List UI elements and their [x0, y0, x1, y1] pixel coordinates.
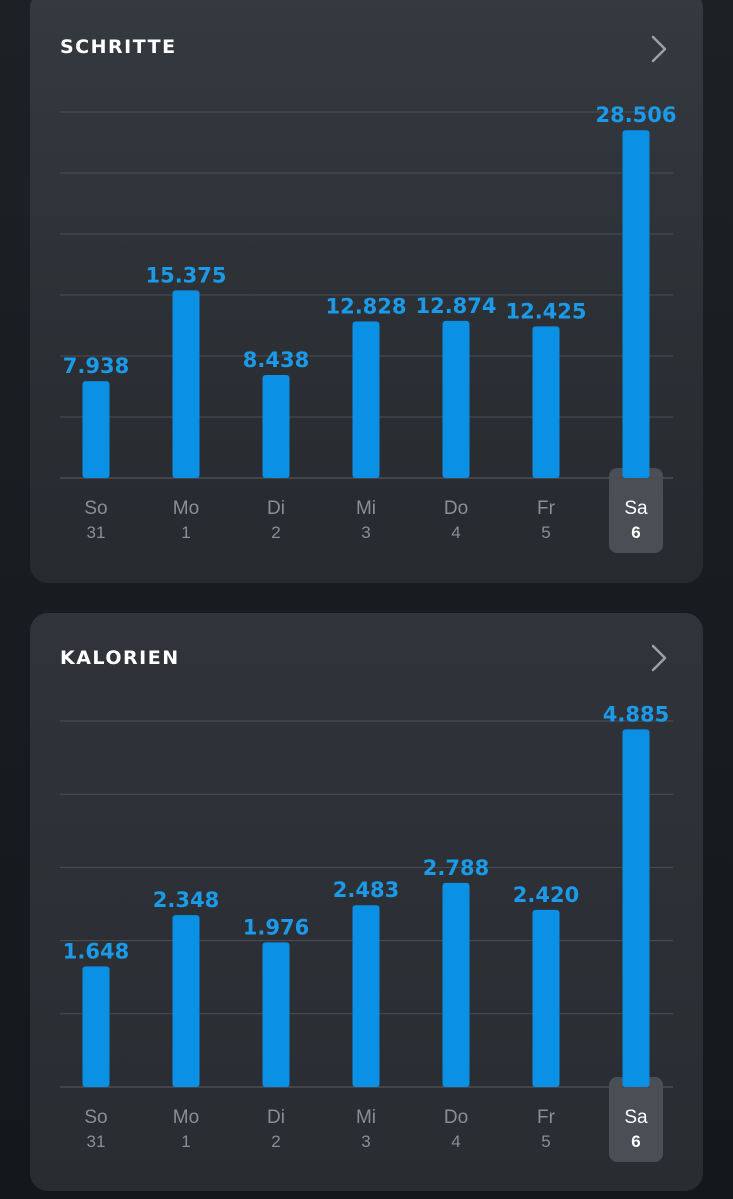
bar-value-label: 2.483	[333, 878, 399, 902]
day-name-label[interactable]: So	[84, 498, 107, 519]
day-number-label[interactable]: 1	[181, 1132, 190, 1151]
day-number-label[interactable]: 4	[451, 1132, 460, 1151]
day-name-label[interactable]: Di	[267, 498, 285, 519]
day-number-label[interactable]: 2	[271, 523, 280, 542]
steps-bar-mo[interactable]	[172, 290, 200, 478]
bar-value-label: 8.438	[243, 348, 309, 372]
steps-bar-mi[interactable]	[352, 321, 380, 478]
steps-bar-di[interactable]	[262, 375, 290, 478]
day-name-label[interactable]: So	[84, 1107, 107, 1128]
day-name-label[interactable]: Fr	[537, 498, 556, 519]
bar-value-label: 12.425	[505, 299, 586, 323]
bar-value-label: 1.976	[243, 915, 309, 939]
steps-card[interactable]: SCHRITTE 7.938 So 31 15.375 Mo 1 8.438 Di 2 12.82…	[30, 0, 703, 583]
day-name-label[interactable]: Mi	[356, 498, 376, 519]
day-name-label[interactable]: Sa	[624, 1107, 648, 1128]
bar-value-label: 12.828	[325, 294, 406, 318]
calories-bar-mo[interactable]	[172, 915, 200, 1087]
day-number-label[interactable]: 3	[361, 1132, 370, 1151]
day-name-label[interactable]: Mi	[356, 1107, 376, 1128]
day-number-label[interactable]: 4	[451, 523, 460, 542]
steps-bar-do[interactable]	[442, 320, 470, 478]
day-number-label[interactable]: 31	[87, 523, 106, 542]
bar-value-label: 28.506	[595, 103, 676, 127]
day-name-label[interactable]: Mo	[173, 1107, 199, 1128]
calories-bar-mi[interactable]	[352, 905, 380, 1087]
day-number-label[interactable]: 31	[87, 1132, 106, 1151]
day-number-label[interactable]: 5	[541, 1132, 550, 1151]
day-name-label[interactable]: Do	[444, 1107, 468, 1128]
bar-value-label: 1.648	[63, 939, 129, 963]
day-number-label[interactable]: 3	[361, 523, 370, 542]
day-name-label[interactable]: Sa	[624, 498, 648, 519]
calories-card-title: KALORIEN	[60, 647, 180, 669]
bar-value-label: 2.788	[423, 856, 489, 880]
calories-bar-chart: 1.648 So 31 2.348 Mo 1 1.976 Di 2 2.483 Mi 3 2.788 Do…	[60, 702, 673, 1162]
chevron-right-icon[interactable]	[651, 35, 667, 63]
day-number-label[interactable]: 1	[181, 523, 190, 542]
day-number-label[interactable]: 2	[271, 1132, 280, 1151]
chevron-right-icon[interactable]	[651, 644, 667, 672]
calories-bar-do[interactable]	[442, 882, 470, 1087]
day-number-label[interactable]: 6	[631, 523, 640, 542]
steps-bar-chart: 7.938 So 31 15.375 Mo 1 8.438 Di 2 12.828 Mi 3 12.87…	[60, 103, 677, 553]
bar-value-label: 2.348	[153, 888, 219, 912]
steps-bar-sa[interactable]	[622, 130, 650, 478]
steps-bar-so[interactable]	[82, 381, 110, 478]
calories-bar-fr[interactable]	[532, 909, 560, 1087]
selected-day-highlight	[609, 1077, 663, 1162]
bar-value-label: 15.375	[145, 263, 226, 287]
calories-bar-so[interactable]	[82, 966, 110, 1087]
calories-bar-sa[interactable]	[622, 729, 650, 1087]
bar-value-label: 2.420	[513, 883, 579, 907]
bar-value-label: 4.885	[603, 702, 669, 726]
bar-value-label: 12.874	[415, 294, 496, 318]
day-name-label[interactable]: Fr	[537, 1107, 556, 1128]
steps-bar-fr[interactable]	[532, 326, 560, 478]
day-number-label[interactable]: 6	[631, 1132, 640, 1151]
day-name-label[interactable]: Di	[267, 1107, 285, 1128]
day-name-label[interactable]: Do	[444, 498, 468, 519]
steps-card-title: SCHRITTE	[60, 36, 177, 58]
selected-day-highlight	[609, 468, 663, 553]
day-name-label[interactable]: Mo	[173, 498, 199, 519]
day-number-label[interactable]: 5	[541, 523, 550, 542]
bar-value-label: 7.938	[63, 354, 129, 378]
calories-card[interactable]: KALORIEN 1.648 So 31 2.348 Mo 1 1.976 Di 2 2.483 M…	[30, 613, 703, 1191]
calories-bar-di[interactable]	[262, 942, 290, 1087]
